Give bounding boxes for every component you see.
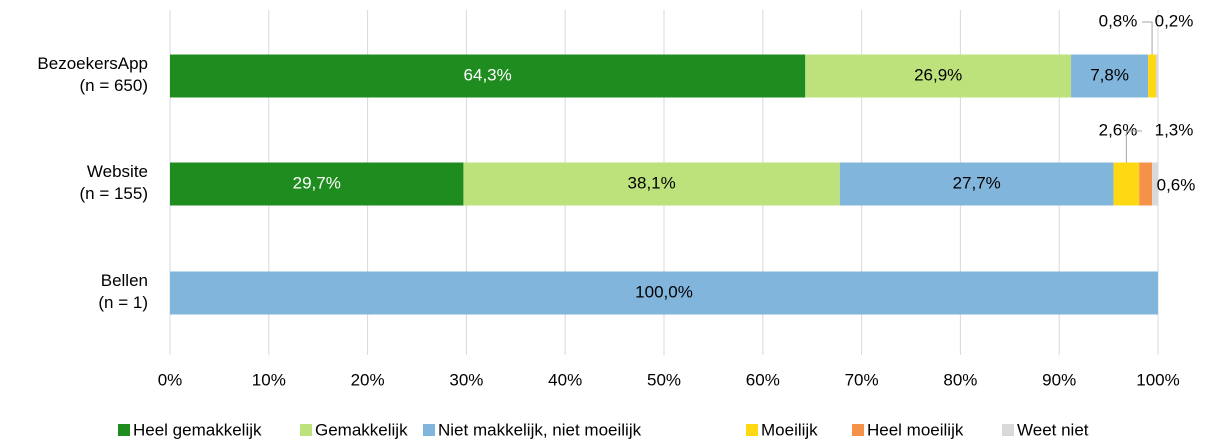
- legend-swatch: [746, 424, 758, 436]
- bar-segment: [1071, 54, 1149, 98]
- data-label: 0,8%: [1099, 11, 1138, 30]
- x-tick-label: 40%: [548, 370, 582, 389]
- data-label: 27,7%: [953, 173, 1001, 192]
- data-label: 100,0%: [635, 282, 693, 301]
- bar-segment: [1156, 54, 1158, 98]
- legend-swatch: [423, 424, 435, 436]
- legend-label: Niet makkelijk, niet moeilijk: [438, 420, 642, 439]
- bar-segment: [839, 162, 1114, 206]
- x-tick-label: 70%: [845, 370, 879, 389]
- legend-label: Gemakkelijk: [315, 420, 408, 439]
- data-label: 0,2%: [1155, 11, 1194, 30]
- bar-segment: [463, 162, 840, 206]
- data-label: 26,9%: [914, 65, 962, 84]
- legend-label: Moeilijk: [761, 420, 818, 439]
- legend-swatch: [1002, 424, 1014, 436]
- bar-segment: [170, 271, 1158, 315]
- x-tick-label: 100%: [1136, 370, 1179, 389]
- x-tick-label: 60%: [746, 370, 780, 389]
- y-tick-label: Bellen (n = 1): [98, 271, 148, 312]
- bar-segment: [1113, 162, 1140, 206]
- legend-swatch: [118, 424, 130, 436]
- bar-segment: [805, 54, 1072, 98]
- bar-segment: [1152, 162, 1158, 206]
- y-tick-label: BezoekersApp (n = 650): [37, 54, 148, 95]
- bar-segment: [170, 54, 806, 98]
- bar-segment: [170, 162, 464, 206]
- data-label: 38,1%: [628, 173, 676, 192]
- x-tick-label: 30%: [449, 370, 483, 389]
- data-label: 29,7%: [293, 173, 341, 192]
- legend-swatch: [852, 424, 864, 436]
- data-label: 2,6%: [1099, 120, 1138, 139]
- data-label: 0,6%: [1157, 175, 1196, 194]
- data-label: 1,3%: [1155, 120, 1194, 139]
- x-tick-label: 80%: [943, 370, 977, 389]
- data-label: 64,3%: [464, 65, 512, 84]
- y-tick-label: Website (n = 155): [79, 162, 148, 203]
- x-tick-label: 0%: [158, 370, 183, 389]
- data-label: 7,8%: [1090, 65, 1129, 84]
- x-tick-label: 50%: [647, 370, 681, 389]
- legend-swatch: [300, 424, 312, 436]
- bar-segment: [1139, 162, 1153, 206]
- leader-line: [1125, 130, 1142, 163]
- legend-label: Weet niet: [1017, 420, 1089, 439]
- legend-label: Heel gemakkelijk: [133, 420, 262, 439]
- x-tick-label: 20%: [351, 370, 385, 389]
- bar-segment: [1148, 54, 1157, 98]
- legend-label: Heel moeilijk: [867, 420, 964, 439]
- x-tick-label: 90%: [1042, 370, 1076, 389]
- leader-line: [1142, 21, 1153, 55]
- x-tick-label: 10%: [252, 370, 286, 389]
